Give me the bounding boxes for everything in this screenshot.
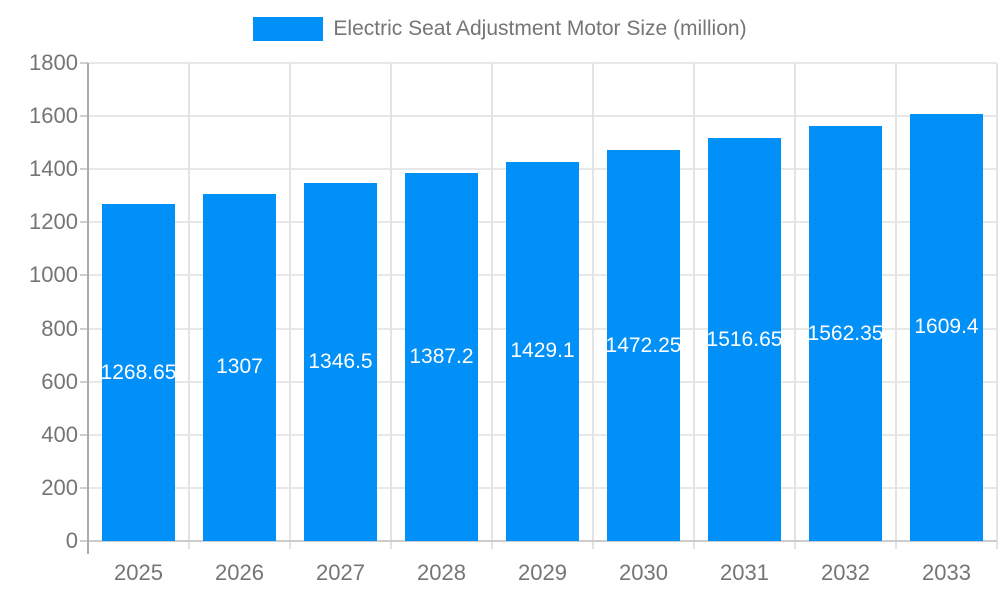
x-tick-label-2028: 2028 bbox=[417, 560, 466, 585]
bar-2030[interactable]: 1472.25 bbox=[605, 150, 682, 541]
bar-2029[interactable]: 1429.1 bbox=[506, 161, 579, 541]
y-tick-label: 1800 bbox=[29, 50, 78, 75]
y-axis-tick bbox=[80, 62, 88, 64]
legend-label: Electric Seat Adjustment Motor Size (mil… bbox=[333, 17, 747, 40]
gridline-vertical bbox=[692, 63, 695, 549]
bar-value-label: 1268.65 bbox=[100, 360, 177, 384]
y-tick-label: 400 bbox=[41, 421, 78, 447]
bar-value-label: 1472.25 bbox=[605, 333, 682, 357]
y-axis-tick bbox=[80, 327, 88, 330]
y-axis-line bbox=[87, 63, 89, 554]
x-axis-line bbox=[88, 540, 997, 542]
bar-2031[interactable]: 1516.65 bbox=[706, 138, 783, 541]
bar-cell: 1516.65 bbox=[694, 63, 795, 541]
bar-cell: 1562.35 bbox=[795, 63, 896, 541]
y-tick-label: 1000 bbox=[29, 262, 78, 288]
x-tick-label-2025: 2025 bbox=[114, 560, 163, 585]
legend-swatch bbox=[253, 17, 324, 41]
bar-2025[interactable]: 1268.65 bbox=[100, 204, 177, 541]
bar-value-label: 1307 bbox=[216, 355, 263, 379]
bar-cell: 1346.5 bbox=[290, 63, 391, 541]
legend: Electric Seat Adjustment Motor Size (mil… bbox=[0, 17, 1000, 41]
y-tick-label: 200 bbox=[41, 474, 78, 500]
bar-cell: 1609.4 bbox=[896, 63, 997, 541]
gridline-vertical bbox=[592, 63, 594, 549]
bar-value-label: 1609.4 bbox=[914, 315, 979, 339]
y-tick-label: 800 bbox=[41, 315, 78, 341]
y-axis-tick bbox=[80, 221, 88, 224]
y-axis-tick bbox=[80, 486, 88, 489]
gridline-horizontal bbox=[88, 62, 997, 64]
y-axis-labels: 0 200 400 600 800 1000 1200 1400 1600 1800 bbox=[0, 52, 78, 552]
x-tick-label-2026: 2026 bbox=[215, 560, 264, 585]
bar-cell: 1387.2 bbox=[391, 63, 492, 541]
y-tick-label: 600 bbox=[41, 368, 78, 394]
x-tick-label-2029: 2029 bbox=[518, 560, 567, 585]
x-tick-label-2032: 2032 bbox=[821, 560, 870, 585]
bars-layer: 1268.65 1307 1346.5 1387.2 1429.1 1472.25 1516… bbox=[88, 63, 997, 541]
x-axis-labels: 2025 2026 2027 2028 2029 2030 2031 2032 2033 bbox=[88, 560, 997, 588]
gridline-vertical bbox=[187, 63, 190, 549]
bar-cell: 1268.65 bbox=[88, 63, 189, 541]
bar-cell: 1307 bbox=[189, 63, 290, 541]
x-tick-label-2031: 2031 bbox=[720, 560, 769, 585]
bar-2026[interactable]: 1307 bbox=[203, 193, 276, 541]
y-axis-tick bbox=[80, 380, 88, 383]
bar-value-label: 1562.35 bbox=[807, 321, 884, 345]
y-tick-label: 1400 bbox=[29, 156, 78, 182]
y-axis-tick bbox=[80, 115, 88, 118]
gridline-vertical bbox=[389, 63, 392, 549]
bar-value-label: 1387.2 bbox=[409, 344, 474, 368]
gridline-vertical bbox=[288, 63, 291, 549]
y-tick-label: 1200 bbox=[29, 209, 78, 235]
bar-value-label: 1516.65 bbox=[706, 327, 783, 351]
gridline-vertical bbox=[894, 63, 897, 549]
gridline-horizontal bbox=[88, 115, 997, 118]
x-tick-label-2033: 2033 bbox=[922, 560, 971, 585]
x-tick-label-2030: 2030 bbox=[619, 560, 668, 585]
legend-item[interactable]: Electric Seat Adjustment Motor Size (mil… bbox=[253, 17, 747, 41]
y-axis-tick bbox=[80, 168, 88, 171]
y-axis-tick bbox=[80, 540, 88, 542]
bar-cell: 1429.1 bbox=[492, 63, 593, 541]
bar-cell: 1472.25 bbox=[593, 63, 694, 541]
y-tick-label: 1600 bbox=[29, 103, 78, 129]
plot-area: 1268.65 1307 1346.5 1387.2 1429.1 1472.25 1516… bbox=[80, 62, 998, 554]
gridline-vertical bbox=[794, 63, 796, 549]
y-axis-tick bbox=[80, 274, 88, 277]
bar-2028[interactable]: 1387.2 bbox=[405, 172, 478, 541]
bar-2033[interactable]: 1609.4 bbox=[910, 113, 983, 541]
bar-2027[interactable]: 1346.5 bbox=[304, 183, 377, 541]
bar-2032[interactable]: 1562.35 bbox=[807, 126, 884, 541]
y-tick-label: 0 bbox=[65, 528, 78, 553]
bar-value-label: 1429.1 bbox=[510, 339, 575, 363]
gridline-vertical bbox=[996, 63, 998, 549]
x-tick-label-2027: 2027 bbox=[316, 560, 365, 585]
gridline-vertical bbox=[490, 63, 493, 549]
y-axis-tick bbox=[80, 433, 88, 436]
bar-value-label: 1346.5 bbox=[308, 350, 373, 374]
